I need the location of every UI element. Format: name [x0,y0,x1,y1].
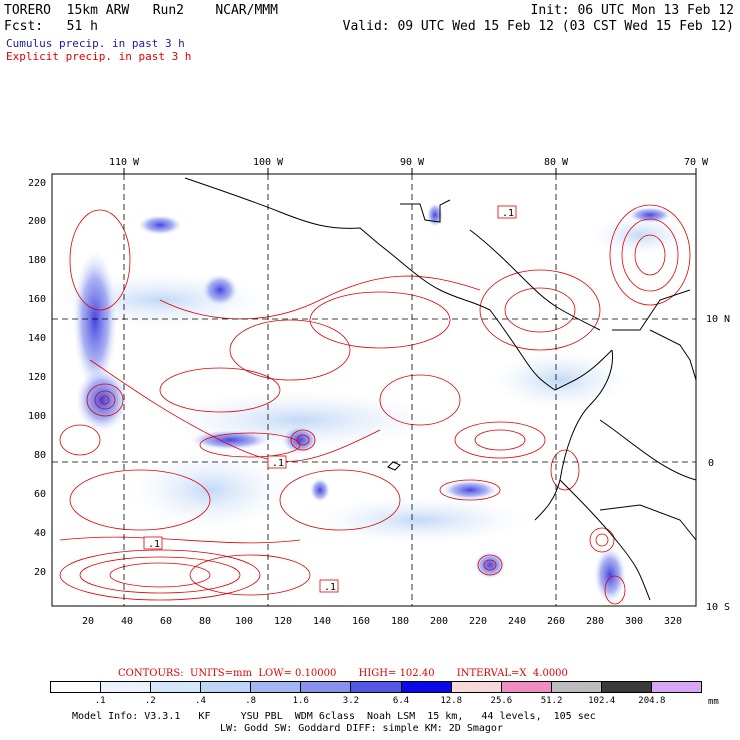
colorbar-segment [250,682,301,692]
model-info-line2: LW: Godd SW: Goddard DIFF: simple KM: 2D… [220,723,503,734]
x-tick-label: 80 [199,616,211,627]
colorbar-segment [350,682,401,692]
colorbar-label: 51.2 [540,696,563,706]
x-tick-label: 320 [664,616,682,627]
colorbar-segment [51,682,101,692]
contour-label-box [497,205,517,219]
y-tick-label: 180 [28,255,46,266]
colorbar-segment [150,682,201,692]
contour-label: .1 [272,458,284,469]
x-tick-label: 20 [82,616,94,627]
map-frame [51,173,697,607]
colorbar-labels: .1 .2 .4 .8 1.6 3.2 6.4 12.8 25.6 51.2 102.4 204.8 [50,696,702,708]
colorbar-label: .2 [144,696,156,706]
header-init-time: Init: 06 UTC Mon 13 Feb 12 [530,3,735,18]
lat-label: 10 N [706,314,730,325]
colorbar-segment [450,682,501,692]
y-tick-label: 80 [34,450,46,461]
lon-label: 110 W [109,157,140,168]
colorbar-unit: mm [708,697,719,707]
y-tick-label: 140 [28,333,46,344]
lat-label: 0 [708,458,714,469]
legend-explicit-precip: Explicit precip. in past 3 h [6,50,192,63]
colorbar-segment [550,682,601,692]
colorbar-segment [650,682,702,692]
x-tick-label: 220 [469,616,487,627]
coastlines [184,177,696,601]
legend-cumulus-precip: Cumulus precip. in past 3 h [6,37,185,50]
y-tick-label: 160 [28,294,46,305]
x-tick-label: 280 [586,616,604,627]
colorbar [50,681,702,693]
x-tick-label: 100 [235,616,253,627]
colorbar-segment [400,682,451,692]
lon-label: 80 W [544,157,569,168]
colorbar-segment [600,682,651,692]
colorbar-label: .8 [245,696,257,706]
lon-label: 90 W [400,157,425,168]
lon-label: 100 W [253,157,284,168]
colorbar-segment [100,682,151,692]
colorbar-label: 12.8 [440,696,463,706]
model-info-line1: Model Info: V3.3.1 KF YSU PBL WDM 6class… [72,711,596,722]
x-tick-label: 200 [430,616,448,627]
x-tick-label: 240 [508,616,526,627]
x-tick-label: 300 [625,616,643,627]
header-valid-time: Valid: 09 UTC Wed 15 Feb 12 (03 CST Wed … [342,19,734,34]
colorbar-segment [300,682,351,692]
lat-label: 10 S [706,602,730,613]
colorbar-segment [500,682,551,692]
x-tick-label: 160 [352,616,370,627]
contour-label-box [267,455,287,469]
colorbar-label: 3.2 [342,696,360,706]
y-tick-label: 40 [34,528,46,539]
lon-label: 70 W [684,157,709,168]
x-tick-label: 40 [121,616,133,627]
y-tick-label: 20 [34,567,46,578]
y-tick-label: 200 [28,216,46,227]
x-tick-label: 260 [547,616,565,627]
colorbar-label: 25.6 [490,696,513,706]
contour-label-box [143,536,163,550]
lon-tick-marks [123,168,697,174]
colorbar-label: 102.4 [588,696,616,706]
contours-info: CONTOURS: UNITS=mm LOW= 0.10000 HIGH= 10… [118,668,568,679]
contour-label: .1 [148,539,160,550]
y-tick-label: 120 [28,372,46,383]
x-tick-label: 60 [160,616,172,627]
explicit-precip-contours [59,204,691,605]
x-tick-label: 120 [274,616,292,627]
y-tick-label: 60 [34,489,46,500]
header-forecast-hour: Fcst: 51 h [4,19,98,34]
colorbar-label: 1.6 [292,696,309,706]
colorbar-label: .4 [195,696,206,706]
contour-label: .1 [502,208,514,219]
colorbar-label: 204.8 [638,696,666,706]
contour-label-box [319,579,339,593]
colorbar-segment [200,682,251,692]
graticule [52,174,696,606]
colorbar-label: .1 [94,696,106,706]
y-tick-label: 220 [28,178,46,189]
contour-label: .1 [324,582,336,593]
colorbar-label: 6.4 [392,696,410,706]
y-tick-label: 100 [28,411,46,422]
x-tick-label: 140 [313,616,331,627]
x-tick-label: 180 [391,616,409,627]
header-run-title: TORERO 15km ARW Run2 NCAR/MMM [4,3,278,18]
